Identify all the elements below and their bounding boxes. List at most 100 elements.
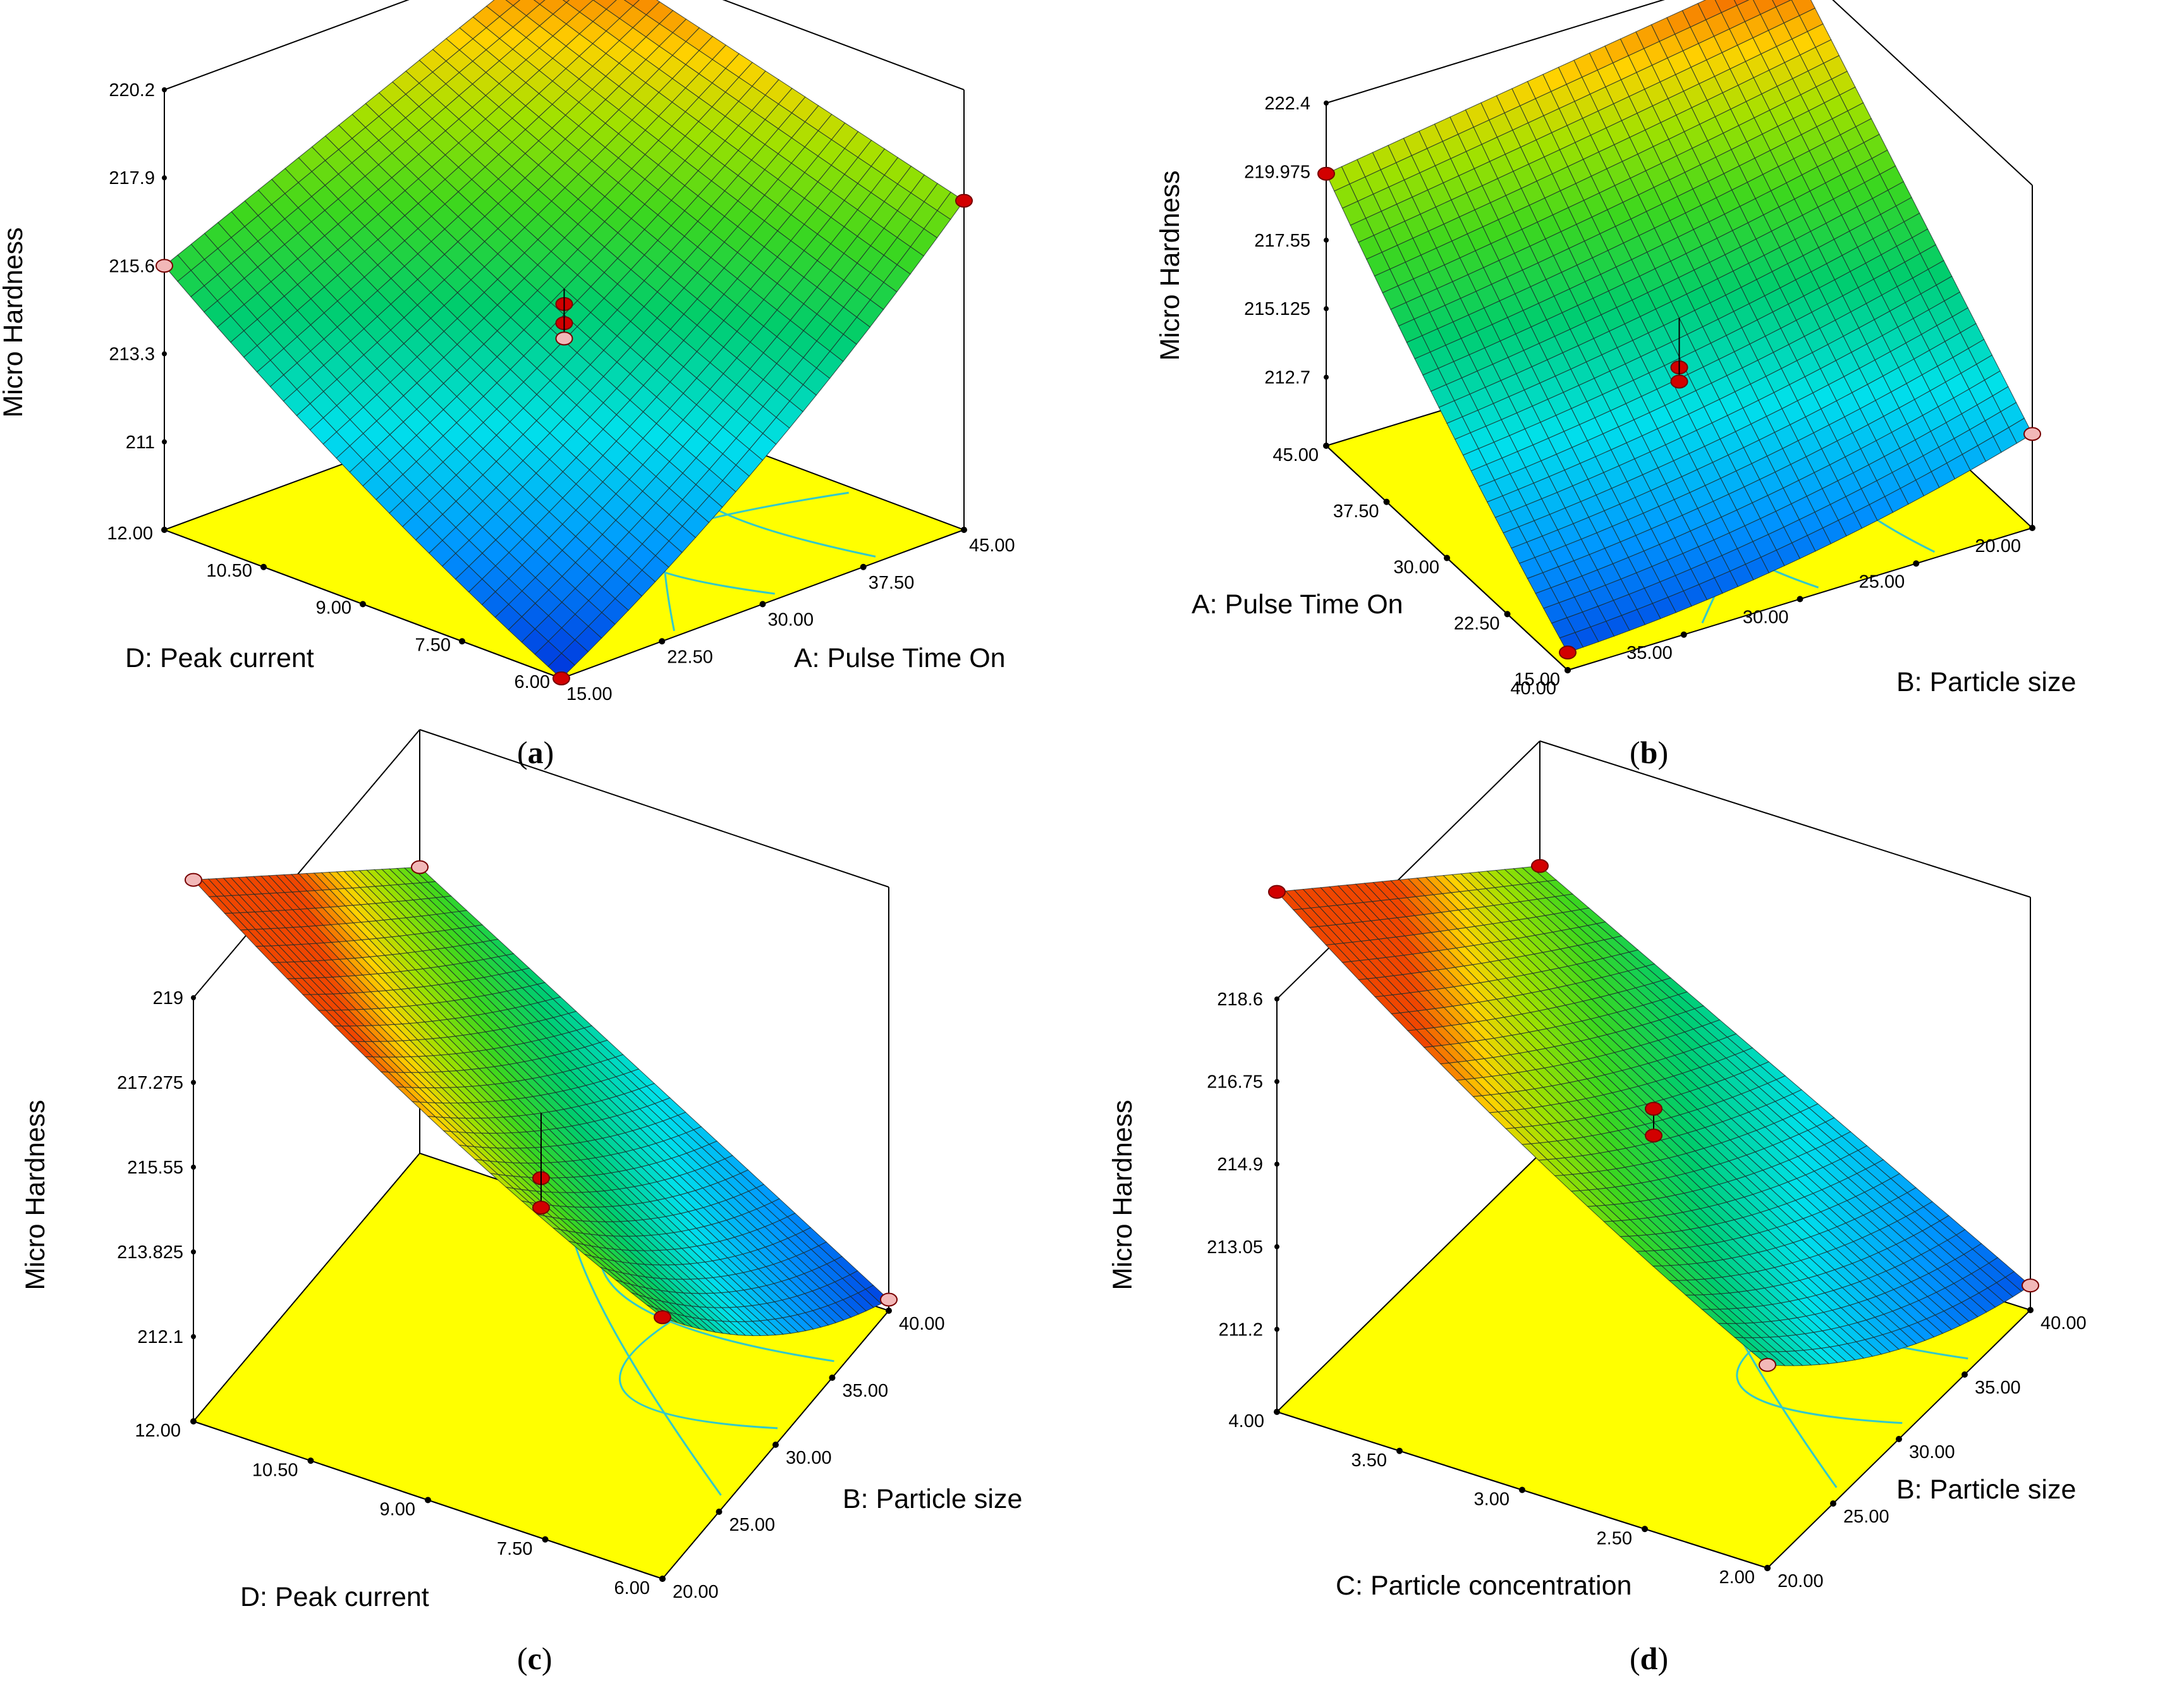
z-tick-mark (1274, 1244, 1279, 1249)
surface-cell (566, 0, 594, 13)
surface-cell (579, 0, 607, 22)
design-point (1670, 374, 1688, 389)
design-point (532, 1200, 550, 1215)
panel-c: 219 217.275 215.55 213.825 212.1 Micro Hardne… (20, 729, 1022, 1676)
z-tick-mark (162, 439, 167, 444)
design-point (1759, 1357, 1776, 1372)
x-tick-label: 30.00 (768, 610, 814, 630)
y-tick-label: 10.50 (252, 1460, 298, 1480)
design-point (185, 873, 202, 887)
panel-caption: (d) (1630, 1641, 1668, 1676)
x-tick-mark (2029, 525, 2035, 531)
response-surface (1326, 0, 2033, 653)
x-axis-label: A: Pulse Time On (794, 643, 1006, 673)
x-tick-mark (2027, 1307, 2034, 1313)
panel-a: 220.2 217.9 215.6 213.3 211 Micro Hardness 15.… (0, 0, 1015, 770)
surface-cell (1791, 0, 1815, 16)
z-tick-mark (191, 1334, 196, 1339)
z-tick-label: 219.975 (1244, 162, 1310, 182)
caption-paren-open: ( (517, 735, 528, 770)
y-tick-label: 37.50 (1333, 501, 1379, 522)
y-axis-ticks: 6.00 7.50 9.00 10.50 12.00 (135, 1418, 666, 1598)
z-tick-label: 213.825 (117, 1242, 183, 1263)
surface-cell (562, 0, 570, 3)
x-tick-label: 37.50 (869, 573, 915, 593)
z-tick-label: 214.9 (1217, 1155, 1263, 1175)
x-tick-mark (961, 527, 967, 533)
design-point (552, 671, 570, 685)
y-tick-label: 6.00 (614, 1578, 650, 1598)
x-tick-label: 20.00 (673, 1582, 719, 1602)
design-point (955, 193, 973, 208)
surface-cell (505, 0, 521, 6)
design-point (555, 331, 573, 346)
y-axis-label: C: Particle concentration (1336, 1571, 1632, 1601)
y-tick-label: 22.50 (1454, 613, 1500, 634)
x-axis-label: B: Particle size (843, 1484, 1022, 1514)
design-point (1645, 1128, 1662, 1143)
z-tick-mark (191, 1249, 196, 1254)
surface-cell (623, 0, 640, 6)
x-tick-label: 35.00 (1626, 643, 1673, 663)
y-tick-label: 7.50 (497, 1539, 532, 1559)
z-ticks: 220.2 217.9 215.6 213.3 211 (109, 80, 167, 453)
z-tick-label: 217.55 (1254, 231, 1310, 251)
y-tick-label: 12.00 (107, 524, 153, 544)
z-tick-mark (191, 1080, 196, 1085)
x-tick-mark (1913, 560, 1920, 567)
y-tick-label: 15.00 (1514, 670, 1560, 690)
surface-cell (1697, 0, 1722, 21)
z-tick-label: 211.2 (1219, 1320, 1263, 1340)
response-surface (164, 0, 965, 679)
x-tick-label: 30.00 (1909, 1442, 1955, 1462)
surface-cell (592, 0, 617, 10)
top-edge-line (722, 0, 965, 90)
z-tick-label: 215.55 (127, 1158, 183, 1178)
z-tick-mark (191, 1165, 196, 1170)
x-tick-mark (1830, 1500, 1836, 1507)
design-point (1531, 859, 1549, 873)
caption-paren-close: ) (544, 735, 554, 770)
x-tick-mark (772, 1442, 779, 1448)
z-tick-mark (1324, 306, 1329, 312)
top-edge-line (193, 729, 420, 998)
panel-caption: (a) (517, 735, 554, 770)
z-axis-label: Micro Hardness (1155, 170, 1185, 360)
x-tick-mark (1680, 631, 1687, 638)
x-tick-mark (829, 1375, 836, 1381)
panel-d: 218.6 216.75 214.9 213.05 211.2 Micro Hardnes… (1107, 740, 2087, 1676)
y-tick-label: 30.00 (1393, 558, 1439, 578)
surface-cell (1714, 0, 1738, 13)
caption-letter: c (528, 1641, 542, 1676)
surface-cell (632, 0, 661, 16)
x-tick-label: 40.00 (1510, 678, 1556, 699)
y-tick-label: 45.00 (1272, 445, 1319, 465)
design-point (1268, 885, 1286, 899)
x-tick-mark (886, 1308, 892, 1314)
x-tick-label: 30.00 (786, 1448, 832, 1468)
design-point (1645, 1101, 1662, 1116)
z-axis-label: Micro Hardness (1107, 1100, 1138, 1290)
surface-cell (1736, 0, 1761, 22)
y-tick-label: 12.00 (135, 1421, 181, 1441)
design-point (654, 1310, 671, 1325)
top-edge-line (419, 729, 889, 888)
x-tick-mark (1896, 1436, 1902, 1442)
z-tick-label: 215.125 (1244, 299, 1310, 319)
z-tick-label: 218.6 (1217, 989, 1263, 1010)
x-tick-label: 22.50 (667, 647, 713, 667)
top-edge-line (1832, 0, 2033, 186)
caption-paren-close: ) (1657, 735, 1668, 770)
z-tick-mark (1274, 1326, 1279, 1332)
x-tick-label: 25.00 (1859, 572, 1905, 592)
design-points (156, 193, 973, 685)
z-ticks: 222.4 219.975 217.55 215.125 212.7 (1244, 94, 1329, 388)
y-tick-label: 4.00 (1229, 1411, 1264, 1431)
x-tick-mark (1961, 1371, 1968, 1378)
z-ticks: 219 217.275 215.55 213.825 212.1 (117, 988, 196, 1347)
x-axis-ticks: 40.00 35.00 30.00 25.00 20.00 (1510, 525, 2035, 699)
z-ticks: 218.6 216.75 214.9 213.05 211.2 (1207, 989, 1279, 1340)
x-tick-label: 20.00 (1778, 1571, 1824, 1591)
panel-caption: (b) (1630, 735, 1668, 770)
z-tick-label: 211 (126, 432, 155, 453)
